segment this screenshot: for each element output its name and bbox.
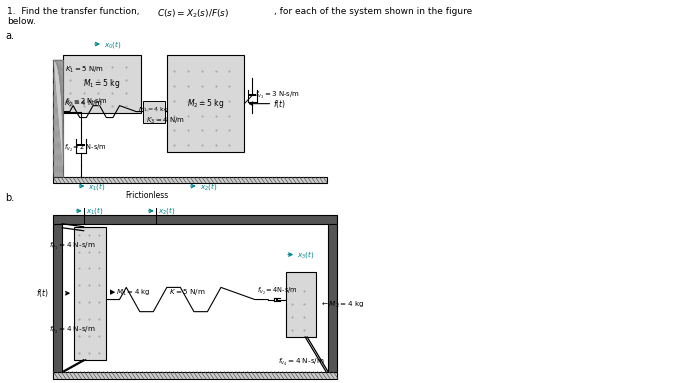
Text: , for each of the system shown in the figure: , for each of the system shown in the fi…	[274, 7, 473, 16]
Text: $f_{v_4} = 4$ N-s/m: $f_{v_4} = 4$ N-s/m	[278, 357, 324, 368]
Text: below.: below.	[7, 17, 36, 26]
Text: $K_1 = 5$ N/m: $K_1 = 5$ N/m	[65, 65, 104, 75]
Bar	[63, 55, 141, 113]
Text: $f_{v_2} = 4$ N-s/m: $f_{v_2} = 4$ N-s/m	[49, 324, 96, 336]
Text: $C(s) = X_2(s)/F(s)$: $C(s) = X_2(s)/F(s)$	[157, 7, 229, 20]
Text: $f_{v_1} = 2$ N-s/m: $f_{v_1} = 2$ N-s/m	[65, 97, 108, 108]
Bar	[53, 224, 62, 372]
Bar	[53, 60, 63, 177]
Text: $x_1(t)$: $x_1(t)$	[89, 180, 106, 192]
Text: b.: b.	[5, 193, 14, 203]
Bar	[53, 177, 327, 183]
Text: $K = 5$ N/m: $K = 5$ N/m	[169, 286, 206, 296]
Bar	[167, 55, 244, 152]
Text: $f_{v_2} = 4$N-s/m: $f_{v_2} = 4$N-s/m	[257, 285, 298, 296]
Text: $f_{v_1} = 4$ N-s/m: $f_{v_1} = 4$ N-s/m	[49, 241, 96, 252]
Bar	[286, 272, 316, 337]
Text: $K_2 = 4$ N/m: $K_2 = 4$ N/m	[64, 99, 103, 109]
Text: $K_3 = 4$ N/m: $K_3 = 4$ N/m	[146, 116, 185, 126]
Text: $x_0(t)$: $x_0(t)$	[104, 39, 122, 49]
Text: $x_3(t)$: $x_3(t)$	[297, 249, 315, 260]
Text: $f(t)$: $f(t)$	[273, 98, 286, 110]
Bar	[53, 372, 337, 379]
Text: $\leftarrow M_2 = 4$ kg: $\leftarrow M_2 = 4$ kg	[320, 300, 364, 310]
Bar	[53, 215, 337, 224]
Bar	[328, 224, 337, 372]
Bar	[143, 101, 165, 123]
Text: $f(t)$: $f(t)$	[36, 287, 49, 299]
Text: $M_2 = 5$ kg: $M_2 = 5$ kg	[187, 97, 224, 110]
Text: $f_{v_3} = 3$ N-s/m: $f_{v_3} = 3$ N-s/m	[255, 90, 300, 101]
Text: 1.  Find the transfer function,: 1. Find the transfer function,	[7, 7, 143, 16]
Text: $x_2(t)$: $x_2(t)$	[200, 180, 217, 192]
Bar	[74, 227, 106, 360]
Text: $x_2(t)$: $x_2(t)$	[158, 205, 176, 216]
Text: $M_1 = 4$ kg: $M_1 = 4$ kg	[138, 105, 170, 114]
Text: $\blacktriangleright M_1 = 4$ kg: $\blacktriangleright M_1 = 4$ kg	[108, 288, 151, 298]
Text: $M_1 = 5$ kg: $M_1 = 5$ kg	[83, 77, 121, 90]
Text: $f_{v_2} = 2$ N-s/m: $f_{v_2} = 2$ N-s/m	[64, 143, 107, 154]
Text: Frictionless: Frictionless	[125, 191, 169, 200]
Text: $x_1(t)$: $x_1(t)$	[86, 205, 104, 216]
Text: a.: a.	[5, 31, 14, 41]
